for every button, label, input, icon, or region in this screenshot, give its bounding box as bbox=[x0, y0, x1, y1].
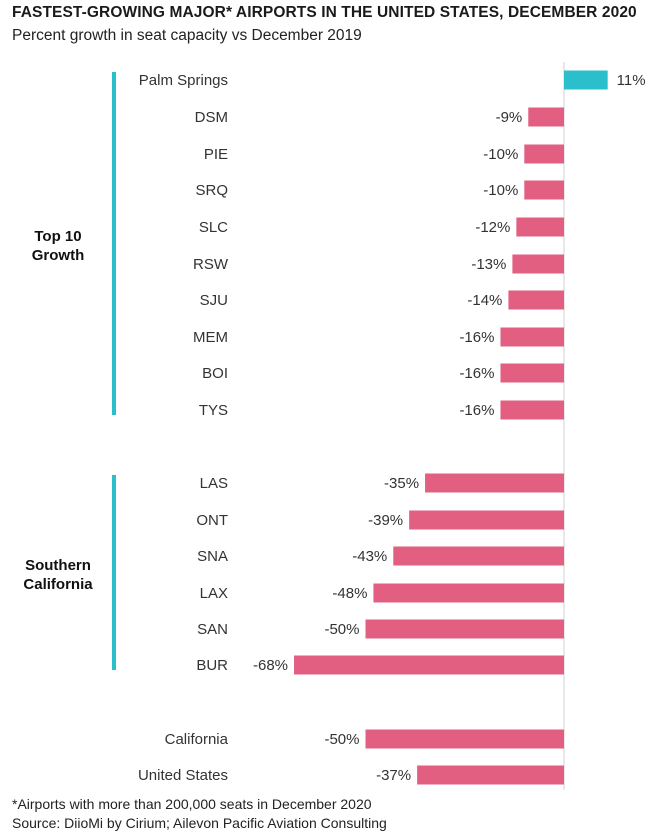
bar bbox=[564, 70, 608, 90]
category-label: BUR bbox=[196, 657, 228, 674]
category-label: MEM bbox=[193, 329, 228, 346]
bar bbox=[365, 619, 564, 639]
value-label: -39% bbox=[368, 512, 403, 529]
bar bbox=[516, 217, 564, 237]
bar bbox=[508, 290, 564, 310]
value-label: -16% bbox=[459, 402, 494, 419]
category-label: TYS bbox=[199, 402, 228, 419]
bar bbox=[500, 400, 564, 420]
category-label: PIE bbox=[204, 146, 228, 163]
value-label: -37% bbox=[376, 767, 411, 784]
group-label: California bbox=[23, 576, 93, 593]
bar bbox=[528, 107, 564, 127]
value-label: -14% bbox=[467, 292, 502, 309]
bar bbox=[512, 254, 564, 274]
value-label: -16% bbox=[459, 365, 494, 382]
value-label: -48% bbox=[332, 585, 367, 602]
bar bbox=[500, 363, 564, 383]
category-label: ONT bbox=[196, 512, 228, 529]
value-label: 11% bbox=[617, 72, 646, 89]
value-label: -13% bbox=[471, 256, 506, 273]
category-label: SRQ bbox=[195, 182, 228, 199]
category-label: SJU bbox=[200, 292, 228, 309]
group-label: Top 10 bbox=[34, 228, 81, 245]
category-label: SAN bbox=[197, 621, 228, 638]
category-label: SLC bbox=[199, 219, 228, 236]
chart-subtitle: Percent growth in seat capacity vs Decem… bbox=[12, 27, 362, 44]
bar bbox=[417, 765, 564, 785]
bar bbox=[524, 180, 564, 200]
value-label: -50% bbox=[324, 621, 359, 638]
value-label: -50% bbox=[324, 731, 359, 748]
value-label: -16% bbox=[459, 329, 494, 346]
category-label: California bbox=[165, 731, 229, 748]
bar bbox=[393, 546, 564, 566]
category-label: LAX bbox=[200, 585, 228, 602]
bar bbox=[365, 729, 564, 749]
group-label: Growth bbox=[32, 247, 85, 264]
value-label: -68% bbox=[253, 657, 288, 674]
category-label: Palm Springs bbox=[139, 72, 228, 89]
bar bbox=[524, 144, 564, 164]
value-label: -43% bbox=[352, 548, 387, 565]
group-label: Southern bbox=[25, 557, 91, 574]
footnote: *Airports with more than 200,000 seats i… bbox=[12, 796, 372, 812]
category-label: United States bbox=[138, 767, 228, 784]
value-label: -9% bbox=[496, 109, 523, 126]
category-label: DSM bbox=[195, 109, 228, 126]
value-label: -12% bbox=[475, 219, 510, 236]
bar bbox=[409, 510, 564, 530]
category-label: BOI bbox=[202, 365, 228, 382]
chart-title: FASTEST-GROWING MAJOR* AIRPORTS IN THE U… bbox=[12, 4, 637, 21]
value-label: -10% bbox=[483, 182, 518, 199]
source-note: Source: DiioMi by Cirium; Ailevon Pacifi… bbox=[12, 815, 387, 831]
bar bbox=[425, 473, 564, 493]
category-label: SNA bbox=[197, 548, 228, 565]
bar bbox=[373, 583, 564, 603]
category-label: RSW bbox=[193, 256, 229, 273]
value-label: -10% bbox=[483, 146, 518, 163]
bar bbox=[294, 655, 564, 675]
bar bbox=[500, 327, 564, 347]
value-label: -35% bbox=[384, 475, 419, 492]
category-label: LAS bbox=[200, 475, 228, 492]
